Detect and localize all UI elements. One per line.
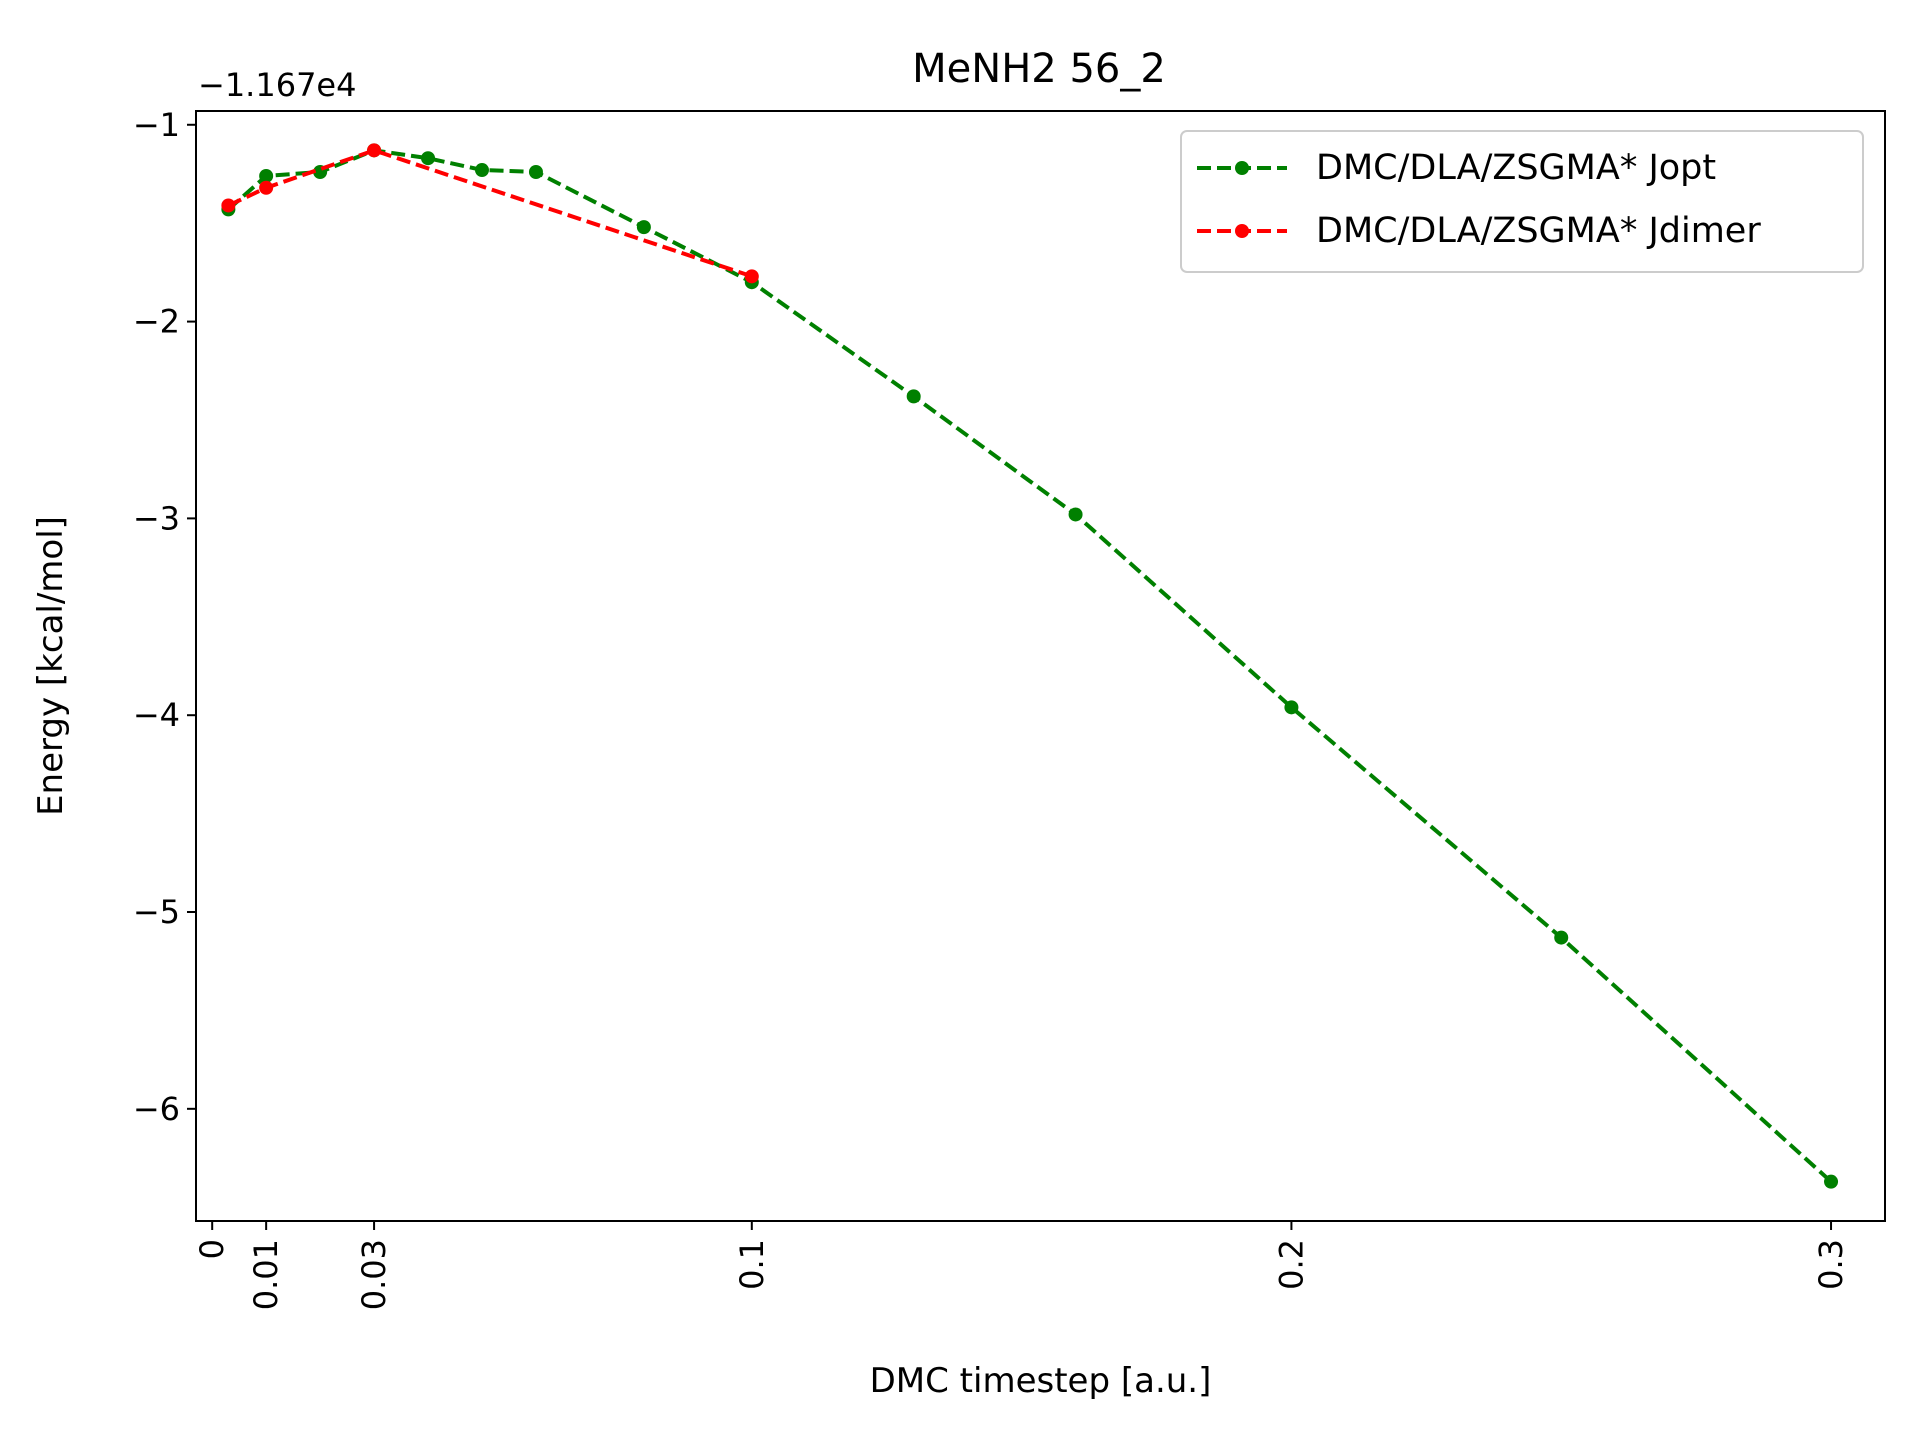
y-tick-label: −1 (133, 106, 180, 144)
series-layer (221, 143, 1839, 1189)
x-tick-label: 0.1 (733, 1239, 771, 1290)
series-1-point (1284, 700, 1299, 715)
y-axis-label: Energy [kcal/mol] (31, 516, 71, 816)
series-1-point (1824, 1174, 1839, 1189)
series-1-point (1554, 930, 1569, 945)
legend-swatch-marker (1235, 224, 1249, 238)
series-1-line (227, 148, 1833, 1184)
legend-label: DMC/DLA/ZSGMA* Jdimer (1316, 211, 1761, 251)
y-tick-label: −4 (133, 696, 180, 734)
y-tick-label: −5 (133, 893, 180, 931)
y-axis: −1 −2 −3 −4 −5 −6 (133, 106, 196, 1128)
series-1-point (421, 151, 436, 166)
x-axis: 0 0.01 0.03 0.1 0.2 0.3 (193, 1221, 1850, 1310)
legend-box (1180, 130, 1864, 273)
series-2-point (221, 198, 236, 213)
series-1-point (259, 168, 274, 183)
x-tick-label: 0 (193, 1239, 231, 1259)
plot-area (195, 110, 1886, 1222)
series-2-line (227, 148, 753, 279)
series-1-point (906, 389, 921, 404)
chart-title: MeNH2 56_2 (912, 46, 1166, 92)
series-1-point (636, 220, 651, 235)
series-2-point (367, 143, 382, 158)
series-2-point (259, 180, 274, 195)
plot-frame (195, 110, 1886, 1222)
y-tick-label: −2 (133, 303, 180, 341)
legend-swatch-marker (1235, 161, 1249, 175)
x-tick-label: 0.03 (355, 1239, 393, 1310)
series-2-point (744, 269, 759, 284)
legend-label: DMC/DLA/ZSGMA* Jopt (1316, 148, 1716, 188)
y-tick-label: −6 (133, 1090, 180, 1128)
series-1-point (528, 165, 543, 180)
series-1-point (474, 163, 489, 178)
x-tick-label: 0.01 (247, 1239, 285, 1310)
series-1-point (1068, 507, 1083, 522)
legend: DMC/DLA/ZSGMA* Jopt DMC/DLA/ZSGMA* Jdimer (1180, 130, 1864, 273)
y-tick-label: −3 (133, 499, 180, 537)
x-axis-label: DMC timestep [a.u.] (870, 1361, 1212, 1401)
x-tick-label: 0.2 (1272, 1239, 1310, 1290)
x-tick-label: 0.3 (1812, 1239, 1850, 1290)
y-axis-offset-label: −1.167e4 (198, 66, 356, 104)
